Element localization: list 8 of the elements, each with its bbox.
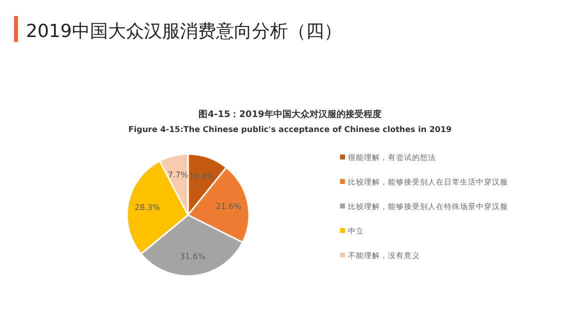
data-label: 28.3% [134, 202, 160, 212]
data-label: 31.6% [180, 252, 206, 262]
chart-subtitle: 图4-15：2019年中国大众对汉服的接受程度 [198, 109, 382, 120]
chart-title: 2019中国大众汉服消费意向分析（四） [26, 21, 342, 42]
data-label: 7.7% [168, 170, 189, 180]
data-label: 21.6% [216, 202, 242, 212]
data-label: 10.8% [189, 172, 215, 181]
caption: Figure 4-15:The Chinese public's acceptance of Chinese clothes in 2019 [128, 125, 452, 134]
